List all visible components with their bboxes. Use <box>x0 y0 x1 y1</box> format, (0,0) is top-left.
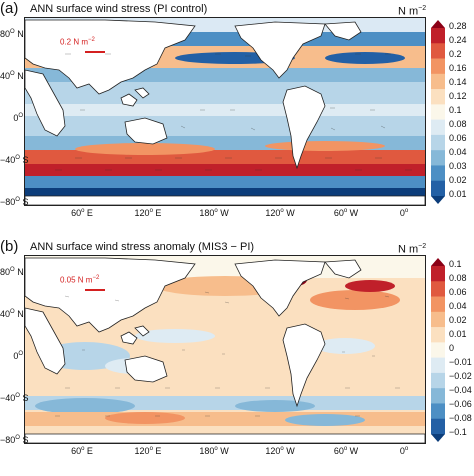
x-tick: 180o W <box>199 208 229 218</box>
x-tick: 0o <box>399 446 409 456</box>
colorbar-tick: 0.08 <box>449 119 467 129</box>
reference-arrow <box>85 51 105 53</box>
colorbar-swatch <box>431 134 445 151</box>
colorbar-swatch <box>431 281 445 297</box>
panel-label: (b) <box>0 238 19 255</box>
colorbar <box>431 20 445 204</box>
units-label: N m−2 <box>398 5 427 18</box>
panel-b: (b) ANN surface wind stress anomaly (MIS… <box>0 238 474 476</box>
y-tick: 0O <box>13 113 23 123</box>
colorbar-swatch <box>431 180 445 197</box>
colorbar-tick: 0.02 <box>449 175 467 185</box>
colorbar-tick: 0.04 <box>449 301 467 311</box>
colorbar-swatch <box>431 43 445 59</box>
colorbar-tick: 0.1 <box>449 259 462 269</box>
units-label: N m−2 <box>398 243 427 256</box>
y-tick: 40O N <box>0 71 24 81</box>
colorbar-swatch <box>431 196 445 204</box>
colorbar-tick: 0.02 <box>449 315 467 325</box>
colorbar-tick: 0.01 <box>449 329 467 339</box>
colorbar <box>431 258 445 442</box>
colorbar-tick: 0.16 <box>449 63 467 73</box>
colorbar-tick: 0.03 <box>449 161 467 171</box>
wind-stress-map <box>24 17 426 206</box>
x-tick: 120o E <box>134 208 162 218</box>
x-tick: 120o W <box>265 446 295 456</box>
x-tick: 120o W <box>265 208 295 218</box>
x-tick: 180o W <box>199 446 229 456</box>
colorbar-swatch <box>431 258 445 266</box>
y-tick: −80O S <box>0 197 29 207</box>
y-tick: 80O N <box>0 267 24 277</box>
colorbar-swatch <box>431 311 445 328</box>
panel-title: ANN surface wind stress anomaly (MIS3 − … <box>30 241 255 253</box>
y-tick: −40O S <box>0 393 29 403</box>
y-tick: 0O <box>13 351 23 361</box>
reference-arrow-label: 0.2 N m−2 <box>60 37 95 47</box>
colorbar-swatch <box>431 357 445 374</box>
colorbar-tick: 0.12 <box>449 91 467 101</box>
colorbar-tick: −0.01 <box>449 357 472 367</box>
colorbar-swatch <box>431 403 445 420</box>
colorbar-swatch <box>431 434 445 442</box>
colorbar-tick: 0.1 <box>449 105 462 115</box>
x-tick: 60o E <box>71 446 93 456</box>
panel-title: ANN surface wind stress (PI control) <box>30 3 208 15</box>
reference-arrow-label: 0.05 N m−2 <box>60 275 100 285</box>
colorbar-swatch <box>431 418 445 435</box>
colorbar-tick: −0.08 <box>449 413 472 423</box>
x-tick: 60o E <box>71 208 93 218</box>
panel-a: (a) ANN surface wind stress (PI control)… <box>0 0 467 218</box>
colorbar-swatch <box>431 372 445 389</box>
colorbar-swatch <box>431 388 445 404</box>
colorbar-swatch <box>431 104 445 120</box>
x-tick: 0o <box>399 208 409 218</box>
colorbar-swatch <box>431 327 445 343</box>
colorbar-tick: −0.06 <box>449 399 472 409</box>
reference-arrow <box>85 289 105 291</box>
x-tick: 120o E <box>134 446 162 456</box>
colorbar-tick: −0.1 <box>449 427 467 437</box>
colorbar-swatches <box>431 20 445 204</box>
y-tick: −40O S <box>0 155 29 165</box>
colorbar-tick: 0.08 <box>449 273 467 283</box>
x-tick: 60o W <box>333 208 359 218</box>
colorbar-swatch <box>431 165 445 182</box>
colorbar-tick: −0.04 <box>449 385 472 395</box>
colorbar-tick: −0.02 <box>449 371 472 381</box>
colorbar-swatch <box>431 119 445 136</box>
colorbar-tick: 0.06 <box>449 133 467 143</box>
colorbar-tick: 0 <box>449 343 455 353</box>
colorbar-swatch <box>431 58 445 75</box>
colorbar-tick: 0.14 <box>449 77 467 87</box>
colorbar-tick: 0.01 <box>449 189 467 199</box>
colorbar-swatch <box>431 266 445 282</box>
y-tick: 40O N <box>0 309 24 319</box>
colorbar-swatch <box>431 89 445 105</box>
y-tick: −80O S <box>0 435 29 445</box>
wind-stress-field <box>25 18 425 205</box>
colorbar-swatch <box>431 342 445 358</box>
colorbar-swatch <box>431 20 445 28</box>
colorbar-tick: 0.24 <box>449 35 467 45</box>
colorbar-swatch <box>431 73 445 90</box>
panel-label: (a) <box>0 0 19 17</box>
colorbar-swatches <box>431 258 445 442</box>
colorbar-tick: 0.06 <box>449 287 467 297</box>
colorbar-swatch <box>431 296 445 313</box>
wind-stress-anomaly-field <box>25 256 425 443</box>
colorbar-tick: 0.2 <box>449 49 462 59</box>
wind-stress-anomaly-map <box>24 255 426 444</box>
colorbar-swatch <box>431 150 445 166</box>
y-tick: 80O N <box>0 29 24 39</box>
colorbar-tick: 0.04 <box>449 147 467 157</box>
x-tick: 60o W <box>333 446 359 456</box>
colorbar-tick: 0.28 <box>449 21 467 31</box>
colorbar-swatch <box>431 28 445 44</box>
